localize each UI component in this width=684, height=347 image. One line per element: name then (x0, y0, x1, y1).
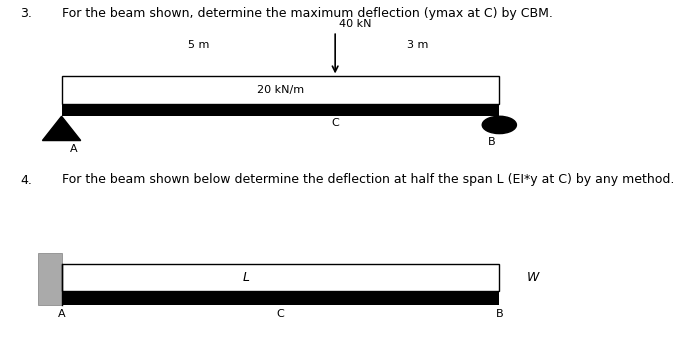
Bar (62, 104, 499, 116)
Text: 3.: 3. (21, 7, 32, 20)
Text: 20 kN/m: 20 kN/m (257, 85, 304, 95)
Text: 40 kN: 40 kN (339, 19, 371, 29)
Text: For the beam shown below determine the deflection at half the span L (EI*y at C): For the beam shown below determine the d… (62, 174, 674, 186)
Text: For the beam shown, determine the maximum deflection (ymax at C) by CBM.: For the beam shown, determine the maximu… (62, 7, 553, 20)
Text: B: B (488, 137, 496, 147)
Bar (38, 253, 62, 305)
Text: W: W (527, 271, 539, 284)
Text: 5 m: 5 m (187, 40, 209, 50)
Text: 3 m: 3 m (406, 40, 428, 50)
Text: B: B (495, 309, 503, 319)
Bar (62, 291, 499, 305)
Text: A: A (57, 309, 66, 319)
Text: 4.: 4. (21, 174, 32, 186)
Text: L: L (243, 271, 250, 284)
Polygon shape (42, 116, 81, 141)
Bar (62, 264, 499, 291)
Text: A: A (70, 144, 77, 154)
Text: C: C (276, 309, 285, 319)
Circle shape (482, 116, 516, 134)
Text: C: C (331, 118, 339, 128)
Bar (62, 76, 499, 104)
